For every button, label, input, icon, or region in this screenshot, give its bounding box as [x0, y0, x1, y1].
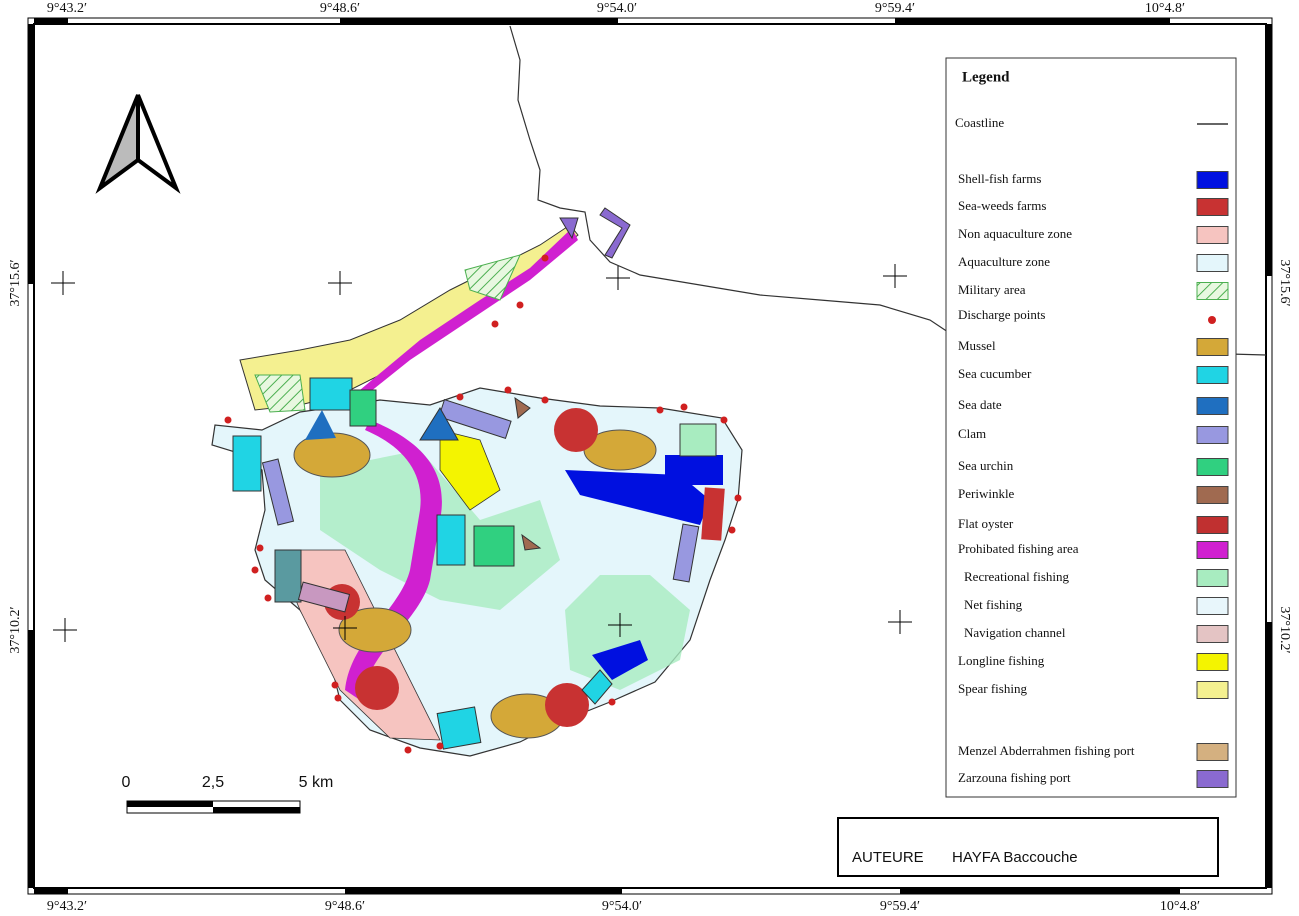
legend-symbol [1196, 569, 1229, 587]
legend-symbol [1196, 486, 1229, 504]
coordinate-label: 9°59.4′ [875, 1, 915, 16]
legend-label: Zarzouna fishing port [958, 770, 1071, 785]
coordinate-label: 9°54.0′ [597, 1, 637, 16]
legend-label: Coastline [955, 115, 1004, 130]
legend-label: Sea-weeds farms [958, 198, 1046, 213]
legend-symbol [1196, 516, 1229, 534]
legend-label: Mussel [958, 338, 996, 353]
graticule-crosses [51, 264, 912, 642]
legend-label: Menzel Abderrahmen fishing port [958, 743, 1135, 758]
legend-symbol [1196, 597, 1229, 615]
legend-label: Sea cucumber [958, 366, 1032, 381]
coordinate-label: 37°15.6′ [1277, 259, 1292, 306]
legend-title: Legend [962, 69, 1010, 85]
legend-symbol [1196, 282, 1229, 300]
legend-label: Navigation channel [964, 625, 1066, 640]
coordinate-label: 9°48.6′ [325, 899, 365, 914]
north-arrow [95, 94, 181, 194]
legend-label: Sea urchin [958, 458, 1014, 473]
legend-label: Non aquaculture zone [958, 226, 1072, 241]
legend-label: Discharge points [958, 307, 1046, 322]
coordinate-label: 9°43.2′ [47, 899, 87, 914]
legend-symbol [1196, 426, 1229, 444]
legend-symbol [1196, 458, 1229, 476]
legend-label: Clam [958, 426, 986, 441]
legend-label: Military area [958, 282, 1026, 297]
legend-symbol [1196, 743, 1229, 761]
discharge-points [224, 254, 742, 754]
legend-symbol [1208, 316, 1216, 324]
legend-label: Spear fishing [958, 681, 1027, 696]
frame-ticks [28, 18, 1272, 894]
scale-label: 2,5 [202, 774, 224, 791]
legend-symbol [1196, 681, 1229, 699]
coordinate-label: 9°48.6′ [320, 1, 360, 16]
legend-symbol [1196, 397, 1229, 415]
legend-symbol [1196, 171, 1229, 189]
coordinate-label: 10°4.8′ [1160, 899, 1200, 914]
legend-label: Longline fishing [958, 653, 1045, 668]
coordinate-label: 37°10.2′ [8, 606, 23, 653]
legend-label: Prohibated fishing area [958, 541, 1079, 556]
outer-frame [27, 17, 1273, 895]
legend-symbol [1196, 338, 1229, 356]
legend-symbol [1196, 226, 1229, 244]
legend-label: Shell-fish farms [958, 171, 1041, 186]
legend-label: Sea date [958, 397, 1002, 412]
legend-label: Aquaculture zone [958, 254, 1050, 269]
scale-label: 5 km [299, 774, 334, 791]
coordinate-label: 37°15.6′ [8, 259, 23, 306]
coastline [509, 25, 1267, 356]
legend-box [945, 57, 1237, 798]
legend-label: Periwinkle [958, 486, 1015, 501]
legend-label: Net fishing [964, 597, 1023, 612]
coordinate-label: 9°59.4′ [880, 899, 920, 914]
author-box [837, 817, 1219, 877]
legend-symbol [1196, 254, 1229, 272]
scale-label: 0 [122, 774, 131, 791]
legend-symbol [1196, 541, 1229, 559]
coordinate-label: 37°10.2′ [1277, 606, 1292, 653]
author-name: HAYFA Baccouche [952, 849, 1078, 866]
coordinate-labels: 9°43.2′ 9°48.6′ 9°54.0′ 9°59.4′ 10°4.8′ 9°43.… [8, 1, 1292, 914]
legend-items: Coastline Shell-fish farms Sea-weeds farms… [955, 115, 1229, 788]
author-role: AUTEURE [852, 849, 924, 866]
lagoon [211, 207, 743, 757]
map-frame [33, 23, 1267, 889]
coordinate-label: 9°54.0′ [602, 899, 642, 914]
legend-symbol [1196, 625, 1229, 643]
coordinate-label: 10°4.8′ [1145, 1, 1185, 16]
legend-symbol [1196, 653, 1229, 671]
legend-symbol [1196, 198, 1229, 216]
scale-bar [126, 800, 301, 814]
legend-label: Recreational fishing [964, 569, 1070, 584]
legend-label: Flat oyster [958, 516, 1014, 531]
coordinate-label: 9°43.2′ [47, 1, 87, 16]
legend-symbol [1196, 770, 1229, 788]
legend-symbol [1196, 366, 1229, 384]
